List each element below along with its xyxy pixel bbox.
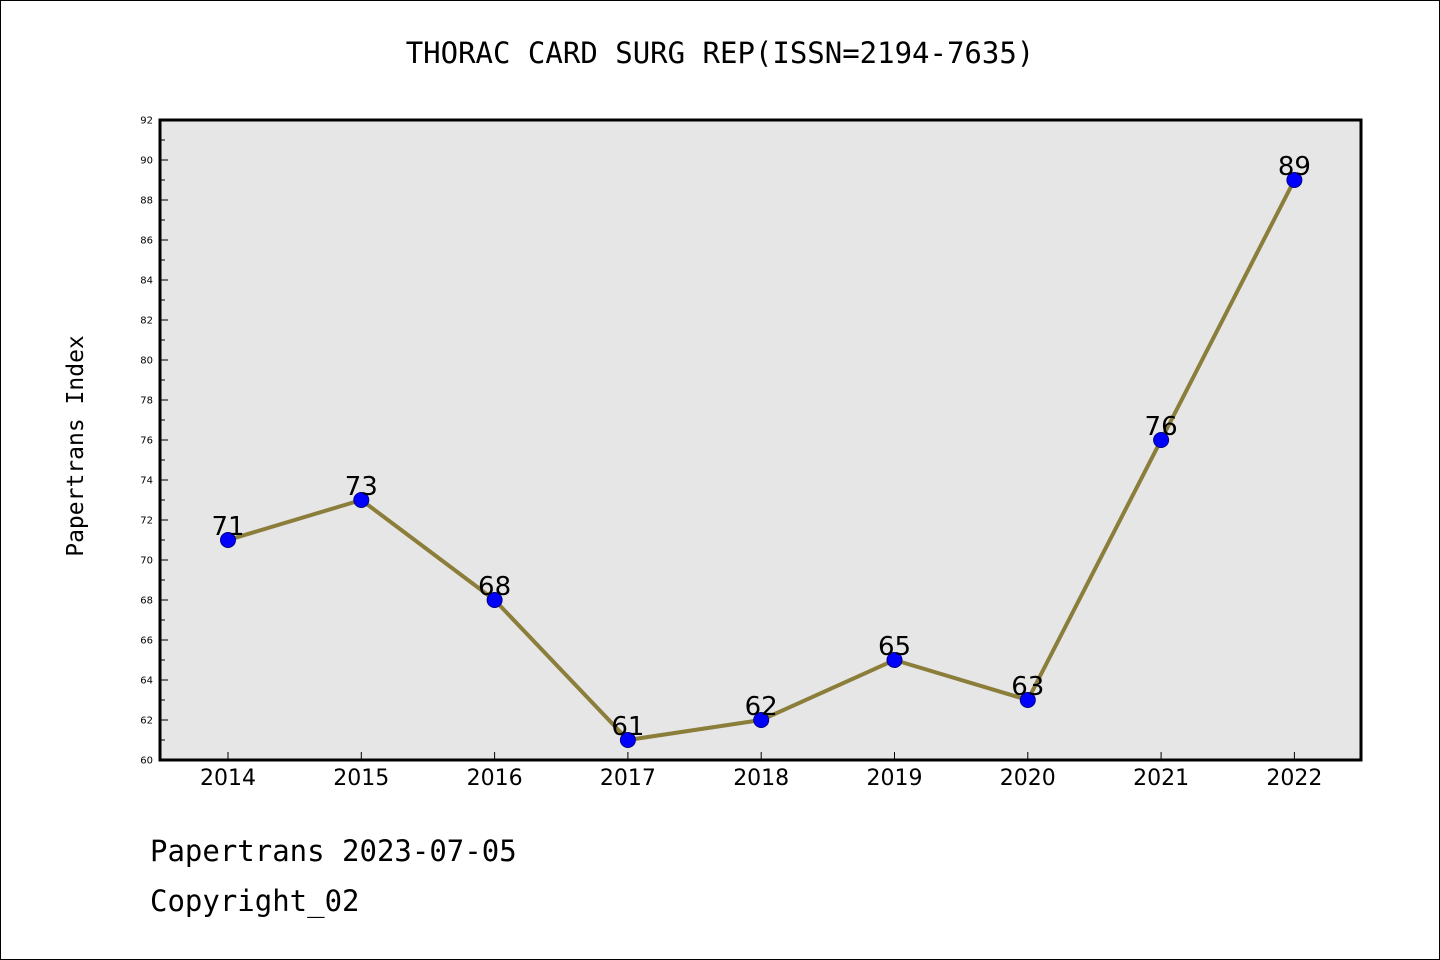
- data-point: [886, 652, 903, 668]
- x-tick-label: 2019: [867, 766, 923, 791]
- y-tick-label: 68: [140, 596, 153, 607]
- y-tick-label: 86: [140, 236, 153, 247]
- x-tick-label: 2018: [733, 766, 789, 791]
- y-tick-label: 70: [140, 556, 153, 567]
- x-tick-label: 2017: [600, 766, 656, 791]
- x-tick-label: 2015: [333, 766, 389, 791]
- data-point: [486, 592, 503, 608]
- x-tick-label: 2014: [200, 766, 256, 791]
- y-tick-label: 90: [140, 156, 153, 167]
- data-point: [220, 532, 236, 548]
- data-label: 62: [745, 692, 778, 722]
- y-tick-label: 72: [140, 516, 153, 527]
- x-axis: 2014 2015 2016 2017 2018 2019 2020 2021 2022: [200, 752, 1322, 791]
- y-tick-label: 92: [140, 116, 153, 127]
- y-tick-label: 78: [140, 396, 153, 407]
- data-label: 63: [1011, 672, 1044, 702]
- data-label: 89: [1278, 152, 1311, 182]
- y-tick-label: 88: [140, 196, 153, 207]
- data-point: [619, 732, 636, 748]
- x-tick-label: 2016: [467, 766, 523, 791]
- y-tick-label: 82: [140, 316, 153, 327]
- chart-title: THORAC CARD SURG REP(ISSN=2194-7635): [405, 36, 1035, 70]
- y-axis: 60 62 64 66 68 70 72 74 76 78 80 82 84 86 88 90 92: [140, 116, 168, 767]
- y-tick-label: 64: [140, 676, 153, 687]
- data-label: 61: [611, 712, 644, 742]
- data-point: [1019, 692, 1036, 708]
- data-points: [220, 172, 1303, 748]
- data-label: 76: [1145, 412, 1178, 442]
- y-tick-label: 66: [140, 636, 153, 647]
- x-tick-label: 2022: [1266, 766, 1322, 791]
- y-tick-label: 84: [140, 276, 153, 287]
- data-label: 71: [211, 512, 244, 542]
- footer-date: Papertrans 2023-07-05: [150, 834, 517, 868]
- y-tick-label: 80: [140, 356, 153, 367]
- data-point: [1153, 432, 1170, 448]
- data-label: 68: [478, 572, 511, 602]
- data-label: 73: [345, 472, 378, 502]
- y-tick-label: 74: [140, 476, 153, 487]
- y-tick-label: 62: [140, 716, 153, 727]
- plot-area: [158, 118, 1363, 762]
- data-point: [353, 492, 370, 508]
- y-tick-label: 76: [140, 436, 153, 447]
- y-tick-label: 60: [140, 756, 153, 767]
- data-point: [753, 712, 770, 728]
- data-point: [1286, 172, 1303, 188]
- x-tick-label: 2021: [1133, 766, 1189, 791]
- x-tick-label: 2020: [1000, 766, 1056, 791]
- data-labels: 71 73 68 61 62 65 63 76 89: [211, 152, 1310, 742]
- data-label: 65: [878, 632, 911, 662]
- footer-copyright: Copyright_02: [150, 884, 360, 918]
